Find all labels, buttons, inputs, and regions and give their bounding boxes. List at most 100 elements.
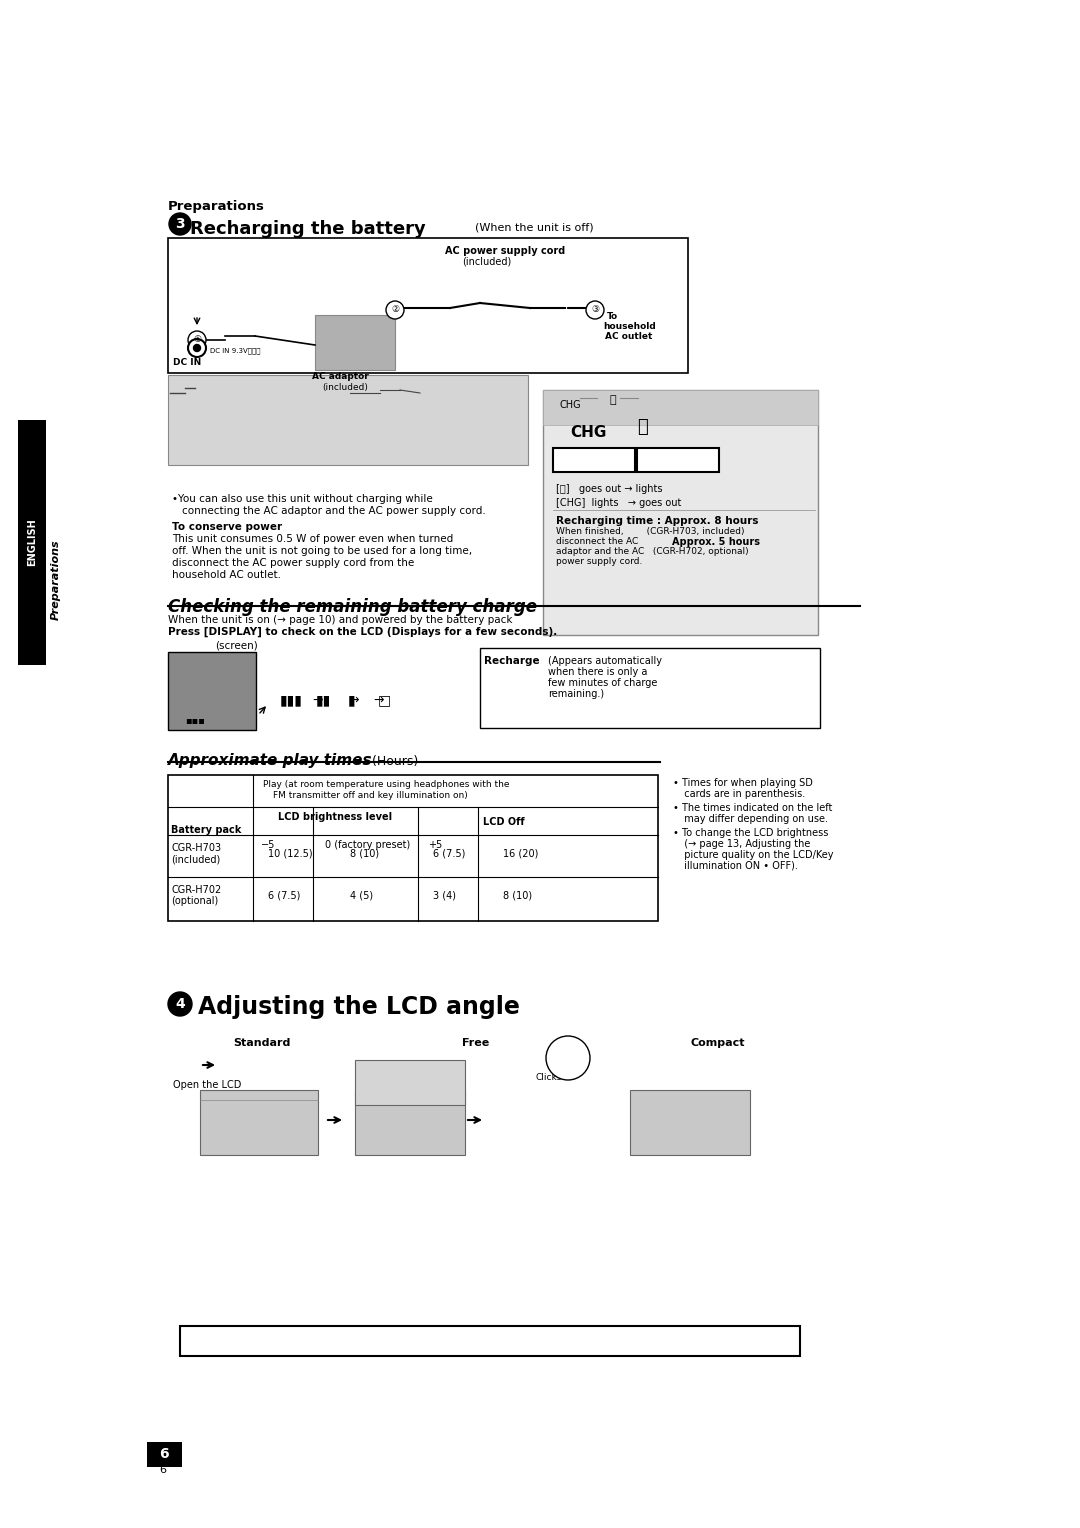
Bar: [200, 1089, 318, 1155]
Text: 3: 3: [175, 217, 185, 231]
Text: 4: 4: [175, 996, 185, 1012]
Text: (Hours): (Hours): [368, 755, 418, 769]
Bar: [168, 652, 256, 730]
Bar: [168, 238, 688, 373]
Text: ▪▪▪: ▪▪▪: [185, 715, 205, 724]
Text: ▮▮▮: ▮▮▮: [280, 694, 302, 707]
Text: (→ page 13, Adjusting the: (→ page 13, Adjusting the: [678, 839, 810, 850]
Text: CGR-H703: CGR-H703: [171, 843, 221, 853]
Text: may differ depending on use.: may differ depending on use.: [678, 814, 828, 824]
Bar: [637, 448, 719, 472]
Text: Started: Started: [565, 452, 618, 465]
Text: disconnect the AC: disconnect the AC: [556, 536, 638, 545]
Text: LCD Off: LCD Off: [483, 817, 525, 827]
Bar: [168, 775, 658, 807]
Text: 4 (5): 4 (5): [350, 891, 373, 902]
Bar: [480, 648, 820, 727]
Text: • Times for when playing SD: • Times for when playing SD: [673, 778, 813, 788]
Bar: [168, 374, 528, 465]
Text: Compact: Compact: [691, 1038, 745, 1048]
Text: DC IN: DC IN: [173, 358, 201, 367]
Text: ▮: ▮: [348, 694, 355, 707]
Text: Preparations: Preparations: [168, 200, 265, 212]
Circle shape: [546, 1036, 590, 1080]
Text: off. When the unit is not going to be used for a long time,: off. When the unit is not going to be us…: [172, 545, 472, 556]
Text: Adjusting the LCD angle: Adjusting the LCD angle: [198, 995, 519, 1019]
Text: Recharging time : Approx. 8 hours: Recharging time : Approx. 8 hours: [556, 516, 758, 526]
Text: disconnect the AC power supply cord from the: disconnect the AC power supply cord from…: [172, 558, 415, 568]
Text: Play (at room temperature using headphones with the: Play (at room temperature using headphon…: [264, 779, 510, 788]
Circle shape: [386, 301, 404, 319]
Text: To: To: [607, 312, 618, 321]
Text: ③: ③: [591, 306, 599, 315]
Text: • To change the LCD brightness: • To change the LCD brightness: [673, 828, 828, 837]
Text: LCD brightness level: LCD brightness level: [278, 811, 392, 822]
Text: [CHG]  lights   → goes out: [CHG] lights → goes out: [556, 498, 681, 507]
Text: Preparations: Preparations: [51, 539, 60, 620]
Text: □: □: [378, 694, 391, 707]
Text: 6: 6: [160, 1465, 166, 1475]
Text: adaptor and the AC   (CGR-H702, optional): adaptor and the AC (CGR-H702, optional): [556, 547, 748, 556]
Text: ②: ②: [391, 306, 400, 315]
Text: FM transmitter off and key illumination on): FM transmitter off and key illumination …: [273, 792, 468, 801]
Text: Recharging the battery: Recharging the battery: [190, 220, 426, 238]
Bar: [355, 1060, 465, 1105]
Circle shape: [188, 332, 206, 348]
Text: 6 (7.5): 6 (7.5): [433, 850, 465, 859]
Text: 8 (10): 8 (10): [350, 850, 379, 859]
Text: cards are in parenthesis.: cards are in parenthesis.: [678, 788, 806, 799]
Text: 3 (4): 3 (4): [433, 891, 456, 902]
Text: (optional): (optional): [171, 895, 218, 906]
Text: Clicks!: Clicks!: [536, 1073, 566, 1082]
Text: household: household: [603, 322, 656, 332]
Text: Finished: Finished: [646, 452, 705, 465]
Bar: [180, 1326, 800, 1355]
Text: illumination ON • OFF).: illumination ON • OFF).: [678, 860, 798, 871]
Text: (included): (included): [462, 257, 511, 267]
Text: Press [DISPLAY] to check on the LCD (Displays for a few seconds).: Press [DISPLAY] to check on the LCD (Dis…: [168, 626, 557, 637]
Text: (included): (included): [322, 384, 368, 393]
Text: AC adaptor: AC adaptor: [312, 371, 368, 380]
Circle shape: [586, 301, 604, 319]
Text: AC outlet: AC outlet: [605, 332, 652, 341]
Text: −5: −5: [261, 840, 275, 850]
Text: ①: ①: [193, 336, 201, 344]
Bar: [18, 420, 46, 665]
Text: →: →: [312, 694, 323, 706]
Circle shape: [168, 992, 192, 1016]
Text: When moving the unit : Close the LCD. Don't hold by the LCD.: When moving the unit : Close the LCD. Do…: [210, 1334, 573, 1345]
Text: when there is only a: when there is only a: [548, 668, 647, 677]
Text: Slide: Slide: [416, 1080, 440, 1089]
Bar: [543, 390, 818, 425]
Text: 6 (7.5): 6 (7.5): [268, 891, 300, 902]
Bar: [355, 1089, 465, 1155]
Text: 6: 6: [159, 1447, 168, 1461]
Text: →: →: [373, 694, 383, 706]
Text: Approximate play times: Approximate play times: [168, 753, 373, 769]
Text: ▮▮: ▮▮: [316, 694, 332, 707]
Text: picture quality on the LCD/Key: picture quality on the LCD/Key: [678, 850, 834, 860]
Text: When finished,        (CGR-H703, included): When finished, (CGR-H703, included): [556, 527, 744, 536]
Text: (screen): (screen): [215, 642, 258, 651]
Text: Battery pack: Battery pack: [171, 825, 241, 834]
Bar: [168, 775, 658, 921]
Text: Approx. 5 hours: Approx. 5 hours: [672, 536, 760, 547]
Text: (included): (included): [171, 854, 220, 863]
Text: 8 (10): 8 (10): [503, 891, 532, 902]
Bar: [543, 390, 818, 636]
Text: CHG: CHG: [561, 400, 582, 410]
Bar: [630, 1089, 750, 1155]
Text: 0 (factory preset): 0 (factory preset): [325, 840, 410, 850]
Text: →: →: [348, 694, 359, 706]
Text: When the unit is on (→ page 10) and powered by the battery pack: When the unit is on (→ page 10) and powe…: [168, 614, 513, 625]
Text: ⏻: ⏻: [610, 396, 617, 405]
Text: (Appears automatically: (Appears automatically: [548, 656, 662, 666]
Text: power supply cord.: power supply cord.: [556, 558, 643, 565]
Bar: [315, 315, 395, 370]
Text: This unit consumes 0.5 W of power even when turned: This unit consumes 0.5 W of power even w…: [172, 533, 454, 544]
Bar: [553, 448, 635, 472]
Text: To conserve power: To conserve power: [172, 523, 282, 532]
Text: Open the LCD: Open the LCD: [173, 1080, 241, 1089]
Text: ⏻: ⏻: [636, 419, 647, 435]
Text: (When the unit is off): (When the unit is off): [475, 222, 594, 232]
